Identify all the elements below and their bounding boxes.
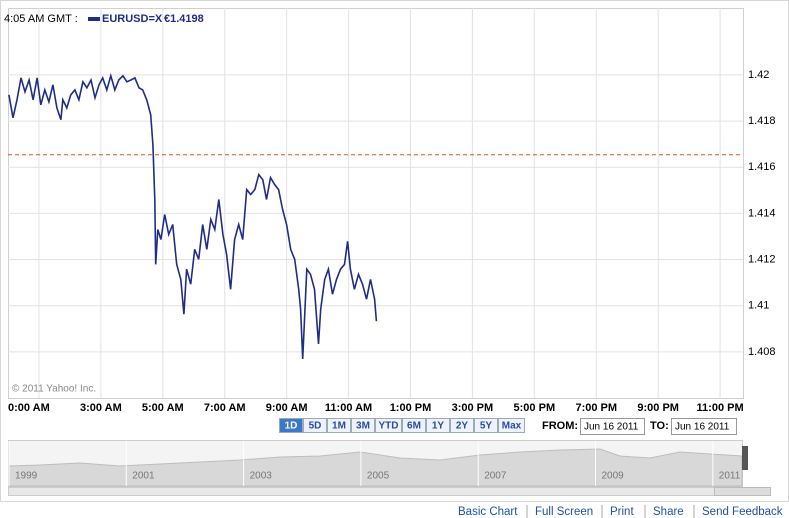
button-label[interactable]: 1Y xyxy=(432,421,445,432)
scrollbar[interactable] xyxy=(8,487,743,496)
button-label[interactable]: 6M xyxy=(407,421,421,432)
x-tick-label: 1:00 PM xyxy=(390,402,432,414)
x-tick-label: 7:00 PM xyxy=(575,402,617,414)
y-tick-label: 1.418 xyxy=(748,115,776,127)
navigator-area xyxy=(8,448,743,487)
y-tick-label: 1.41 xyxy=(748,300,769,312)
year-label: 2007 xyxy=(484,471,507,482)
from-date[interactable]: Jun 16 2011 xyxy=(584,422,639,433)
legend-swatch xyxy=(88,17,100,21)
range-button[interactable]: Max xyxy=(498,418,525,433)
y-tick-label: 1.414 xyxy=(748,207,776,219)
button-box[interactable] xyxy=(375,418,402,433)
plot xyxy=(8,72,743,360)
from-label: FROM: xyxy=(542,420,578,432)
button-box[interactable] xyxy=(426,418,450,433)
range-button[interactable]: 3M xyxy=(351,418,375,433)
x-tick-label: 11:00 AM xyxy=(325,402,372,414)
header-time: 4:05 AM GMT : xyxy=(4,13,78,25)
button-box[interactable] xyxy=(498,418,525,433)
to-label: TO: xyxy=(650,420,669,432)
button-label[interactable]: 3M xyxy=(356,421,370,432)
to-date[interactable]: Jun 16 2011 xyxy=(675,422,730,433)
footer-link[interactable]: Send Feedback xyxy=(702,506,783,518)
x-tick-label: 5:00 PM xyxy=(514,402,556,414)
from-input[interactable] xyxy=(580,418,645,435)
range-button[interactable]: 6M xyxy=(402,418,426,433)
button-box[interactable] xyxy=(474,418,498,433)
x-tick-label: 0:00 AM xyxy=(8,402,50,414)
button-label[interactable]: 1D xyxy=(285,421,298,432)
grid xyxy=(8,8,743,398)
year-label: 2001 xyxy=(132,471,155,482)
legend-quote: €1.4198 xyxy=(164,13,204,25)
range-buttons: 1D 5D 1M 3M YTD 6M 1Y 2Y 5Y Max xyxy=(279,418,525,433)
button-label[interactable]: 5D xyxy=(309,421,322,432)
footer-link[interactable]: Full Screen xyxy=(535,506,593,518)
to-input[interactable] xyxy=(671,418,737,435)
button-label[interactable]: Max xyxy=(502,421,522,432)
range-button[interactable]: 1Y xyxy=(426,418,450,433)
range-button[interactable]: 1M xyxy=(327,418,351,433)
y-tick-label: 1.408 xyxy=(748,346,776,358)
button-box[interactable] xyxy=(303,418,327,433)
range-button[interactable]: 5D xyxy=(303,418,327,433)
year-label: 2003 xyxy=(250,471,273,482)
navigator-years: 1999 2001 2003 2005 2007 2009 2011 xyxy=(8,441,741,486)
range-button[interactable]: 1D xyxy=(279,418,303,433)
year-label: 2011 xyxy=(719,471,741,482)
button-box[interactable] xyxy=(279,418,303,433)
x-tick-label: 9:00 AM xyxy=(266,402,308,414)
x-tick-label: 3:00 PM xyxy=(452,402,494,414)
footer-link[interactable]: Share xyxy=(653,506,684,518)
price-line xyxy=(8,72,378,360)
plot-frame xyxy=(8,8,744,399)
year-label: 1999 xyxy=(15,471,38,482)
button-box[interactable] xyxy=(402,418,426,433)
navigator-handle[interactable] xyxy=(742,446,748,470)
x-tick-label: 7:00 AM xyxy=(204,402,246,414)
scroll-thumb[interactable] xyxy=(714,487,771,496)
button-box[interactable] xyxy=(351,418,375,433)
button-label[interactable]: 5Y xyxy=(480,421,493,432)
x-tick-label: 9:00 PM xyxy=(637,402,679,414)
footer-link[interactable]: Print xyxy=(610,506,634,518)
y-tick-label: 1.412 xyxy=(748,253,776,265)
button-box[interactable] xyxy=(450,418,474,433)
x-tick-label: 3:00 AM xyxy=(80,402,122,414)
footer-link[interactable]: Basic Chart xyxy=(458,506,518,518)
copyright: © 2011 Yahoo! Inc. xyxy=(12,384,96,395)
button-box[interactable] xyxy=(327,418,351,433)
year-label: 2005 xyxy=(367,471,390,482)
button-label[interactable]: 2Y xyxy=(456,421,469,432)
legend-name: EURUSD=X xyxy=(102,13,163,25)
button-label[interactable]: 1M xyxy=(332,421,346,432)
footer-links: Basic Chart Full Screen Print Share Send Fee… xyxy=(458,505,783,518)
button-label[interactable]: YTD xyxy=(379,421,399,432)
x-tick-label: 11:00 PM xyxy=(697,402,744,414)
year-label: 2009 xyxy=(602,471,625,482)
range-button[interactable]: 2Y xyxy=(450,418,474,433)
y-tick-label: 1.416 xyxy=(748,161,776,173)
range-button[interactable]: YTD xyxy=(375,418,402,433)
range-button[interactable]: 5Y xyxy=(474,418,498,433)
y-tick-label: 1.42 xyxy=(748,69,769,81)
x-tick-label: 5:00 AM xyxy=(142,402,184,414)
